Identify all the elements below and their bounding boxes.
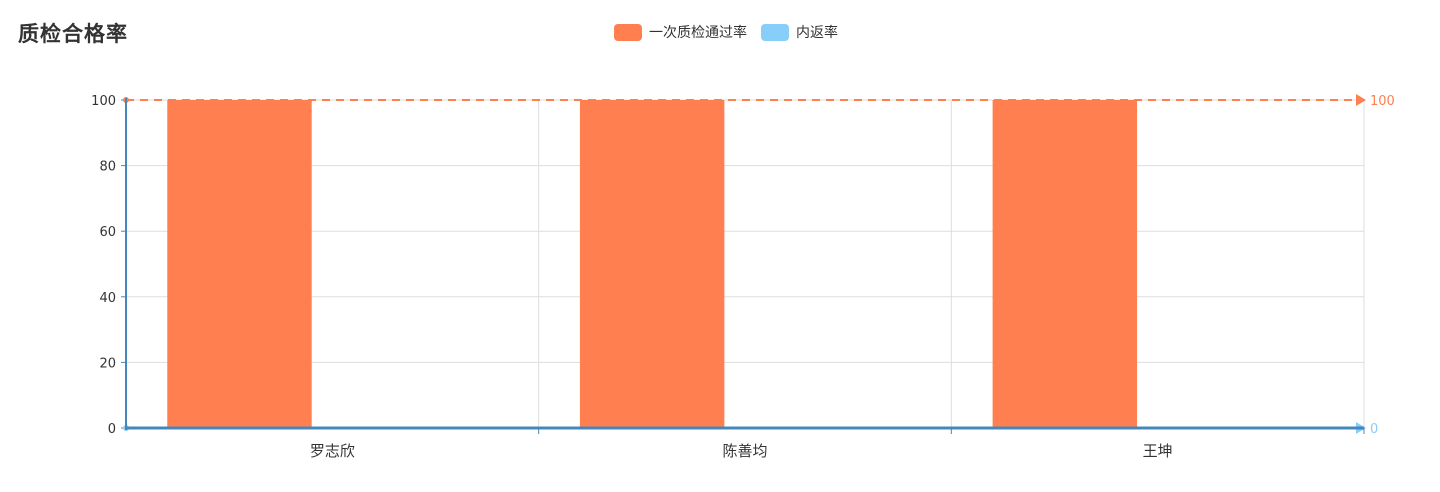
- y-tick-label: 80: [99, 160, 116, 175]
- legend-label-pass-rate: 一次质检通过率: [649, 25, 747, 41]
- y-tick-label: 40: [99, 291, 116, 306]
- legend-label-return-rate: 内返率: [796, 25, 838, 41]
- y-tick-label: 60: [99, 225, 116, 240]
- x-tick-label: 王坤: [1143, 442, 1173, 460]
- y-tick-label: 100: [91, 94, 116, 109]
- y-tick-label: 0: [108, 422, 116, 437]
- legend-swatch-return-rate: [761, 23, 789, 41]
- x-tick-label: 罗志欣: [310, 442, 355, 460]
- legend-item-return-rate[interactable]: 内返率: [761, 22, 838, 42]
- bar-pass-rate: [167, 100, 312, 428]
- bar-pass-rate: [992, 100, 1138, 428]
- legend: 一次质检通过率 内返率: [614, 22, 852, 42]
- reference-line-label: 100: [1370, 94, 1395, 109]
- legend-item-pass-rate[interactable]: 一次质检通过率: [614, 22, 747, 42]
- legend-swatch-pass-rate: [614, 23, 642, 41]
- y-tick-label: 20: [99, 356, 116, 371]
- x-tick-label: 陈善均: [722, 442, 767, 460]
- bar-pass-rate: [579, 100, 725, 428]
- chart-title: 质检合格率: [18, 22, 128, 46]
- reference-line-label: 0: [1370, 422, 1378, 437]
- reference-line-arrow: [1356, 94, 1366, 106]
